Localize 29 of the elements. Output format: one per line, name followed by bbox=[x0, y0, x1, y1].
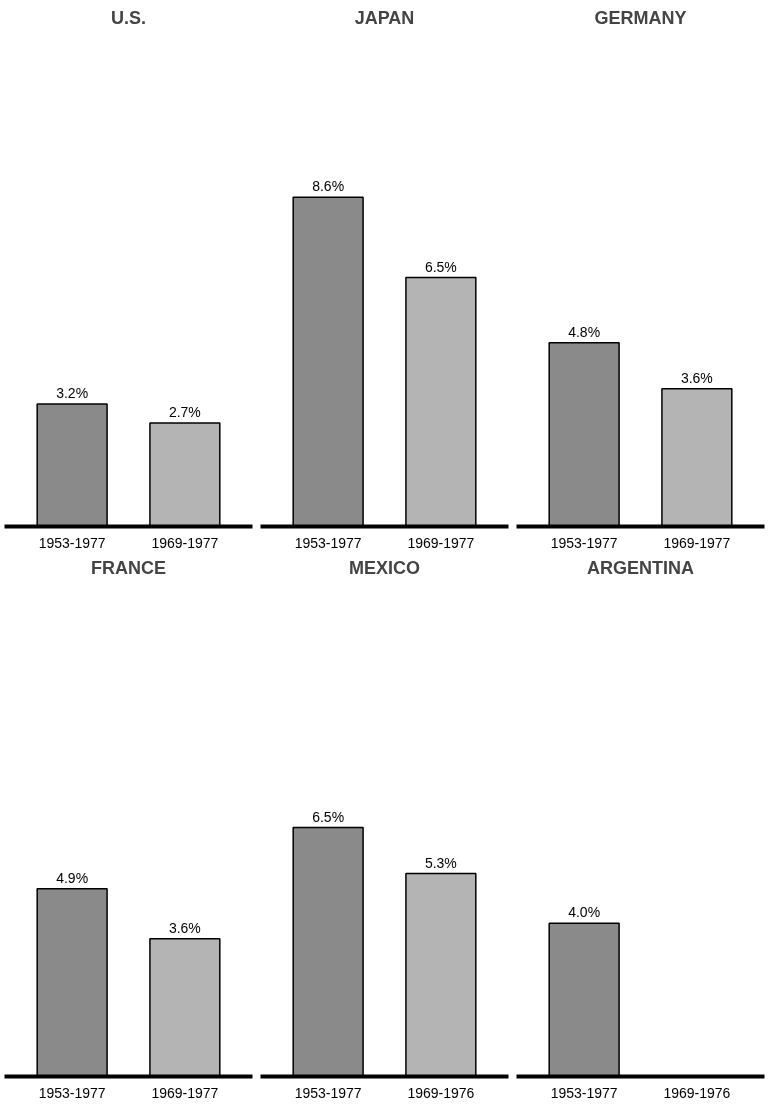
x-tick-label: 1953-1977 bbox=[38, 534, 106, 551]
data-label: 8.6% bbox=[312, 178, 345, 195]
x-tick-label: 1953-1977 bbox=[38, 1084, 106, 1101]
chart-title: ARGENTINA bbox=[587, 557, 694, 578]
data-label: 6.5% bbox=[424, 258, 457, 275]
x-tick-label: 1969-1976 bbox=[663, 1084, 731, 1101]
chart-title: GERMANY bbox=[594, 7, 687, 28]
x-tick-label: 1953-1977 bbox=[550, 534, 618, 551]
chart-title: FRANCE bbox=[91, 557, 166, 578]
x-tick-label: 1953-1977 bbox=[294, 534, 362, 551]
x-tick-label: 1953-1977 bbox=[294, 1084, 362, 1101]
x-tick-label: 1969-1977 bbox=[151, 1084, 219, 1101]
data-label: 2.7% bbox=[168, 404, 201, 421]
data-label: 3.6% bbox=[168, 919, 201, 936]
x-tick-label: 1969-1976 bbox=[407, 1084, 475, 1101]
data-label: 3.2% bbox=[56, 384, 89, 401]
x-tick-label: 1969-1977 bbox=[407, 534, 475, 551]
data-label: 3.6% bbox=[680, 369, 713, 386]
x-tick-label: 1953-1977 bbox=[550, 1084, 618, 1101]
data-label: 4.8% bbox=[568, 323, 601, 340]
chart-title: JAPAN bbox=[354, 7, 415, 28]
data-label: 4.0% bbox=[568, 904, 601, 921]
x-tick-label: 1969-1977 bbox=[151, 534, 219, 551]
data-label: 5.3% bbox=[424, 854, 457, 871]
data-label: 6.5% bbox=[312, 808, 345, 825]
chart-title: U.S. bbox=[111, 7, 147, 28]
x-tick-label: 1969-1977 bbox=[663, 534, 731, 551]
data-label: 4.9% bbox=[56, 869, 89, 886]
chart-title: MEXICO bbox=[349, 557, 421, 578]
